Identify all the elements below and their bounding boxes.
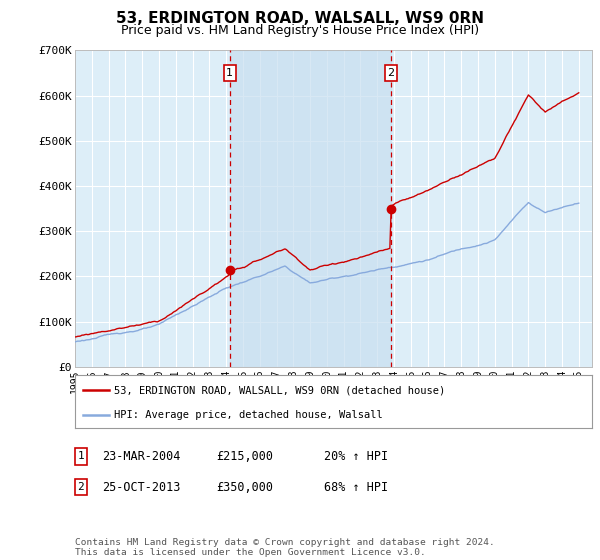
Text: 2: 2	[77, 482, 85, 492]
Text: 2: 2	[387, 68, 394, 78]
Text: HPI: Average price, detached house, Walsall: HPI: Average price, detached house, Wals…	[114, 410, 383, 420]
Text: 53, ERDINGTON ROAD, WALSALL, WS9 0RN (detached house): 53, ERDINGTON ROAD, WALSALL, WS9 0RN (de…	[114, 385, 445, 395]
Text: 1: 1	[226, 68, 233, 78]
Text: £215,000: £215,000	[216, 450, 273, 463]
Text: 23-MAR-2004: 23-MAR-2004	[102, 450, 181, 463]
Text: £350,000: £350,000	[216, 480, 273, 494]
Text: Price paid vs. HM Land Registry's House Price Index (HPI): Price paid vs. HM Land Registry's House …	[121, 24, 479, 36]
Bar	[230, 50, 391, 367]
Text: 1: 1	[77, 451, 85, 461]
Text: Contains HM Land Registry data © Crown copyright and database right 2024.
This d: Contains HM Land Registry data © Crown c…	[75, 538, 495, 557]
Text: 68% ↑ HPI: 68% ↑ HPI	[324, 480, 388, 494]
Text: 25-OCT-2013: 25-OCT-2013	[102, 480, 181, 494]
Text: 53, ERDINGTON ROAD, WALSALL, WS9 0RN: 53, ERDINGTON ROAD, WALSALL, WS9 0RN	[116, 11, 484, 26]
Text: 20% ↑ HPI: 20% ↑ HPI	[324, 450, 388, 463]
